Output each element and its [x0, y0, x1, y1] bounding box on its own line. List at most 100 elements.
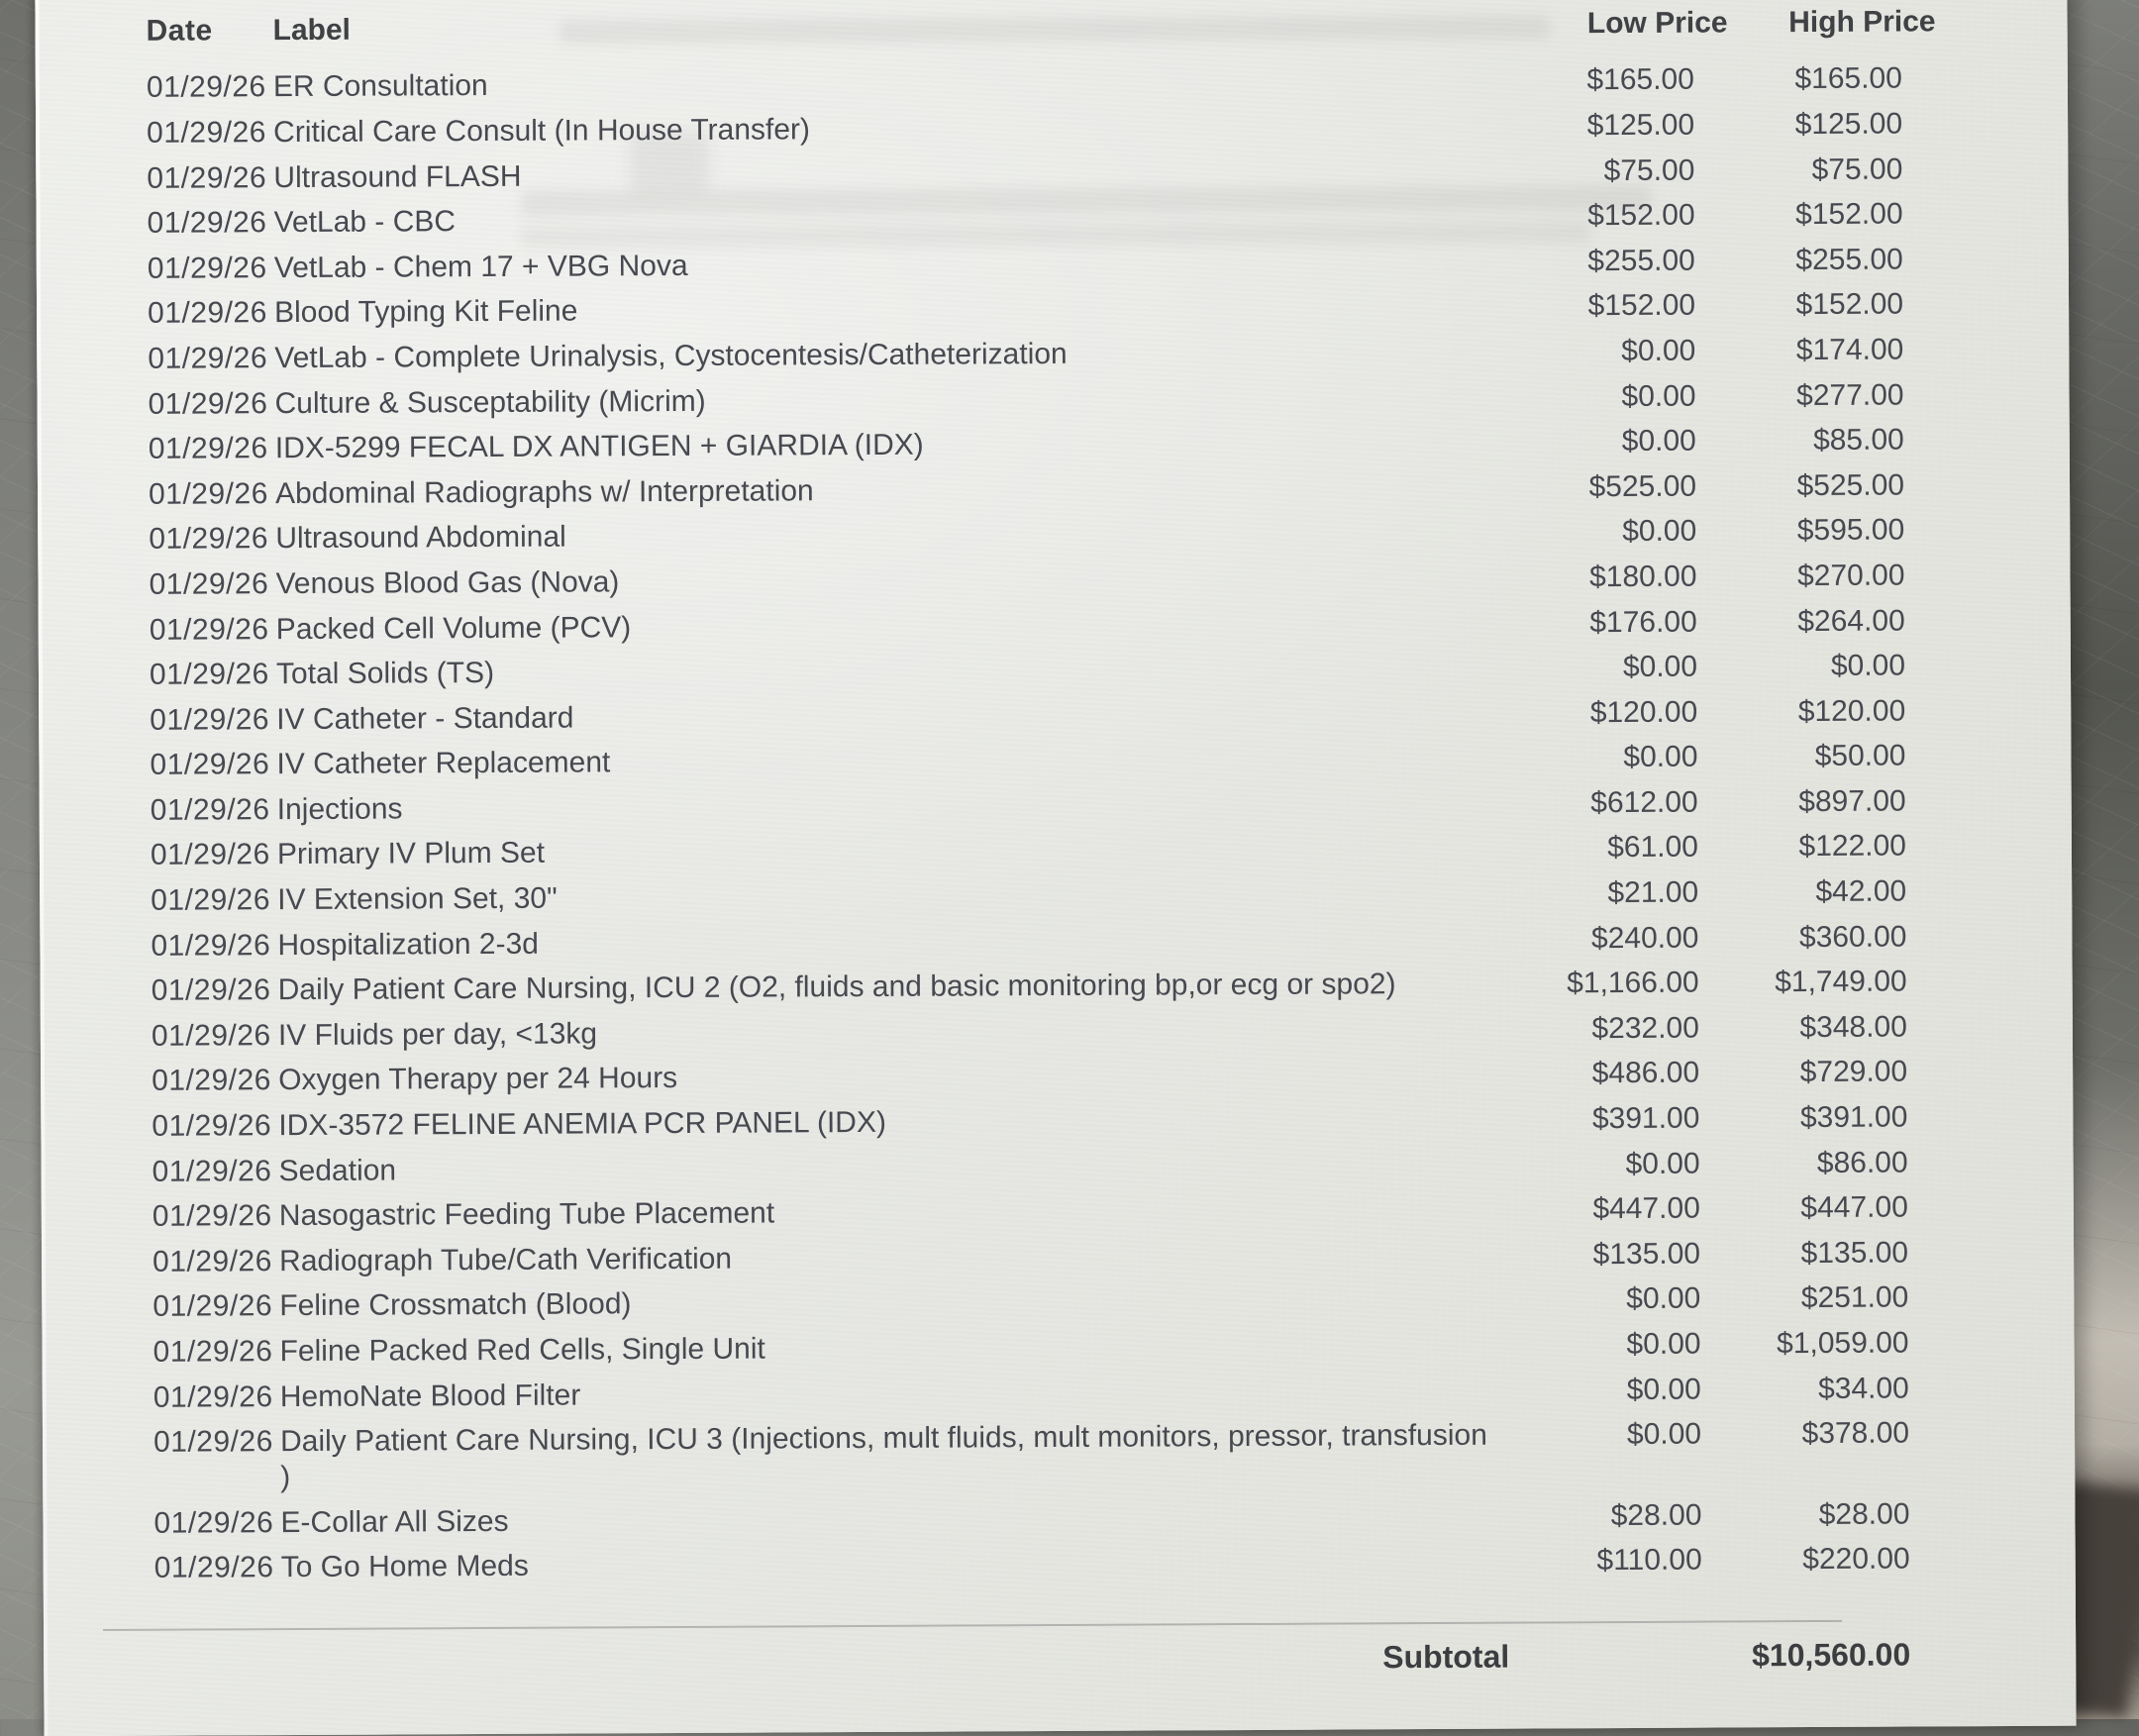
subtotal-label: Subtotal [1382, 1638, 1510, 1676]
row-label: Radiograph Tube/Cath Verification [279, 1242, 733, 1277]
row-low: $28.00 [1610, 1498, 1702, 1532]
row-low: $0.00 [1621, 334, 1696, 367]
row-high: $220.00 [1802, 1542, 1910, 1577]
row-label: Primary IV Plum Set [276, 837, 546, 871]
row-high: $85.00 [1812, 423, 1904, 458]
row-label: VetLab - CBC [273, 205, 457, 240]
table-row: 01/29/26 Daily Patient Care Nursing, ICU … [43, 1410, 2075, 1501]
row-label: IV Catheter Replacement [276, 746, 611, 781]
row-low: $120.00 [1589, 695, 1698, 729]
row-high: $125.00 [1794, 107, 1903, 142]
row-low: $0.00 [1626, 1282, 1701, 1316]
row-high: $595.00 [1796, 513, 1905, 548]
row-high: $135.00 [1800, 1236, 1909, 1270]
row-date: 01/29/26 [148, 386, 268, 421]
row-date: 01/29/26 [150, 838, 270, 872]
row-date: 01/29/26 [149, 522, 269, 557]
row-date: 01/29/26 [153, 1379, 273, 1414]
row-low: $255.00 [1587, 244, 1695, 277]
table-header: Date Label Low Price High Price [35, 0, 2067, 58]
row-low: $232.00 [1591, 1011, 1699, 1046]
table-row: 01/29/26 To Go Home Meds $110.00 $220.00 [44, 1536, 2076, 1591]
row-date: 01/29/26 [147, 251, 267, 285]
row-low: $0.00 [1625, 1147, 1700, 1180]
row-low: $180.00 [1588, 560, 1697, 594]
estimate-paper: Date Label Low Price High Price 01/29/26… [35, 0, 2077, 1736]
row-high: $729.00 [1799, 1055, 1908, 1089]
row-date: 01/29/26 [146, 70, 266, 105]
row-date: 01/29/26 [153, 1505, 274, 1540]
row-date: 01/29/26 [152, 1199, 272, 1234]
row-low: $21.00 [1607, 875, 1699, 910]
row-label: Packed Cell Volume (PCV) [275, 610, 632, 646]
row-label: VetLab - Chem 17 + VBG Nova [273, 249, 688, 284]
row-label: Hospitalization 2-3d [277, 927, 539, 962]
row-high: $270.00 [1796, 559, 1905, 592]
row-date: 01/29/26 [151, 973, 271, 1008]
row-date: 01/29/26 [151, 883, 271, 917]
row-high: $378.00 [1801, 1416, 1910, 1451]
row-label: Ultrasound Abdominal [275, 520, 566, 556]
row-label: Abdominal Radiographs w/ Interpretation [274, 474, 814, 510]
row-date: 01/29/26 [153, 1425, 273, 1459]
row-label: Injections [276, 792, 403, 827]
row-high: $50.00 [1814, 739, 1906, 773]
row-label: Blood Typing Kit Feline [274, 294, 578, 330]
row-date: 01/29/26 [150, 793, 270, 827]
row-low: $0.00 [1621, 379, 1696, 413]
row-low: $0.00 [1622, 514, 1697, 549]
row-date: 01/29/26 [149, 658, 269, 691]
row-date: 01/29/26 [150, 702, 270, 737]
row-high: $86.00 [1816, 1146, 1908, 1179]
row-low: $165.00 [1586, 63, 1694, 97]
row-date: 01/29/26 [152, 1109, 272, 1143]
row-date: 01/29/26 [148, 296, 267, 331]
row-label: Daily Patient Care Nursing, ICU 3 (Injec… [279, 1418, 1487, 1494]
row-low: $0.00 [1626, 1327, 1701, 1362]
row-high: $391.00 [1799, 1100, 1908, 1135]
row-low: $0.00 [1626, 1417, 1702, 1452]
row-low: $152.00 [1587, 198, 1695, 233]
row-low: $176.00 [1589, 605, 1697, 639]
row-label: IV Catheter - Standard [276, 701, 574, 736]
row-low: $61.00 [1607, 831, 1699, 865]
row-date: 01/29/26 [148, 476, 268, 511]
row-label: Total Solids (TS) [275, 657, 495, 691]
row-high: $360.00 [1798, 920, 1907, 954]
row-low: $135.00 [1592, 1237, 1701, 1271]
row-label: Ultrasound FLASH [273, 159, 522, 194]
subtotal-row: Subtotal $10,560.00 [44, 1631, 2076, 1686]
row-low: $0.00 [1623, 740, 1698, 774]
row-high: $120.00 [1797, 694, 1906, 728]
row-high: $447.00 [1800, 1190, 1908, 1225]
row-date: 01/29/26 [153, 1335, 273, 1369]
row-low: $0.00 [1626, 1373, 1701, 1406]
row-label: Feline Packed Red Cells, Single Unit [279, 1332, 765, 1369]
row-label: IDX-5299 FECAL DX ANTIGEN + GIARDIA (IDX… [274, 428, 924, 465]
row-date: 01/29/26 [148, 432, 268, 465]
row-low: $0.00 [1621, 424, 1696, 459]
header-high-price: High Price [1788, 5, 1936, 39]
row-date: 01/29/26 [153, 1551, 274, 1585]
row-date: 01/29/26 [147, 116, 267, 150]
row-date: 01/29/26 [151, 928, 271, 963]
row-label: E-Collar All Sizes [280, 1504, 509, 1539]
row-low: $110.00 [1596, 1543, 1702, 1578]
row-date: 01/29/26 [153, 1244, 272, 1278]
row-high: $1,749.00 [1775, 965, 1907, 999]
subtotal-value: $10,560.00 [1751, 1636, 1911, 1674]
row-low: $125.00 [1586, 108, 1695, 143]
row-high: $277.00 [1796, 378, 1904, 412]
row-low: $525.00 [1588, 469, 1697, 503]
row-low: $152.00 [1587, 288, 1696, 323]
row-label: Oxygen Therapy per 24 Hours [278, 1062, 678, 1097]
row-high: $75.00 [1811, 153, 1903, 186]
row-low: $0.00 [1622, 650, 1698, 684]
row-date: 01/29/26 [152, 1064, 272, 1098]
row-low: $486.00 [1591, 1057, 1700, 1090]
row-label: IV Extension Set, 30" [277, 881, 558, 917]
row-date: 01/29/26 [150, 748, 270, 782]
row-label: Daily Patient Care Nursing, ICU 2 (O2, f… [277, 968, 1396, 1007]
row-low: $1,166.00 [1567, 966, 1699, 1000]
row-label: ER Consultation [272, 69, 488, 104]
